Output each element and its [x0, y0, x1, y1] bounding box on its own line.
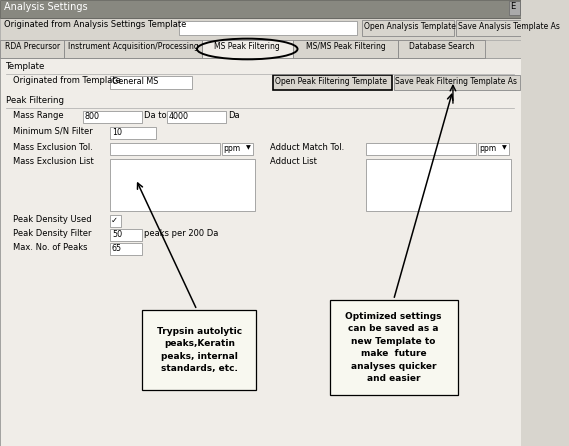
Bar [366, 143, 476, 155]
Text: 65: 65 [112, 244, 122, 253]
Bar [456, 20, 521, 36]
Bar [179, 21, 357, 35]
Text: Peak Filtering: Peak Filtering [6, 96, 64, 105]
Bar [110, 143, 220, 155]
Text: Instrument Acquisition/Processing: Instrument Acquisition/Processing [68, 42, 199, 51]
Text: Da to: Da to [144, 111, 167, 120]
Text: RDA Precursor: RDA Precursor [5, 42, 60, 51]
Text: Da: Da [228, 111, 240, 120]
Bar [167, 111, 226, 123]
Text: Adduct List: Adduct List [270, 157, 317, 166]
Text: Database Search: Database Search [409, 42, 474, 51]
Bar [329, 300, 457, 395]
Text: Originated from Analysis Settings Template: Originated from Analysis Settings Templa… [4, 20, 187, 29]
Text: Minimum S/N Filter: Minimum S/N Filter [13, 127, 93, 136]
Text: Originated from Template: Originated from Template [13, 76, 121, 85]
Bar [293, 40, 398, 58]
Text: 800: 800 [85, 112, 100, 121]
Bar [110, 243, 142, 255]
Text: MS/MS Peak Filtering: MS/MS Peak Filtering [306, 42, 385, 51]
Text: Trypsin autolytic
peaks,Keratin
peaks, internal
standards, etc.: Trypsin autolytic peaks,Keratin peaks, i… [156, 327, 242, 373]
Text: ▼: ▼ [246, 145, 251, 150]
Text: Save Analysis Template As: Save Analysis Template As [457, 22, 559, 31]
Bar [1, 40, 64, 58]
Text: Template: Template [6, 62, 46, 71]
Bar [83, 111, 142, 123]
Text: ppm: ppm [480, 144, 497, 153]
Bar [1, 0, 521, 18]
Bar [110, 215, 121, 227]
Bar [64, 40, 201, 58]
Bar [1, 18, 521, 40]
Bar [477, 143, 509, 155]
Text: 10: 10 [112, 128, 122, 137]
Bar [398, 40, 485, 58]
Text: Mass Exclusion List: Mass Exclusion List [13, 157, 94, 166]
Text: Open Analysis Template: Open Analysis Template [364, 22, 456, 31]
Text: Open Peak Filtering Template: Open Peak Filtering Template [275, 77, 387, 86]
Text: Optimized settings
can be saved as a
new Template to
make  future
analyses quick: Optimized settings can be saved as a new… [345, 312, 442, 383]
Text: General MS: General MS [112, 77, 158, 86]
Text: Adduct Match Tol.: Adduct Match Tol. [270, 143, 344, 152]
Text: Max. No. of Peaks: Max. No. of Peaks [13, 243, 88, 252]
Text: Mass Exclusion Tol.: Mass Exclusion Tol. [13, 143, 93, 152]
Bar [110, 159, 254, 211]
Text: 50: 50 [112, 230, 122, 239]
Text: ✓: ✓ [111, 216, 118, 225]
Text: peaks per 200 Da: peaks per 200 Da [144, 229, 218, 238]
Text: Analysis Settings: Analysis Settings [4, 2, 88, 12]
Bar [142, 310, 257, 390]
Bar [509, 1, 519, 15]
Text: 4000: 4000 [168, 112, 189, 121]
Bar [362, 20, 454, 36]
Bar [110, 229, 142, 241]
Bar [110, 76, 192, 89]
Text: ▼: ▼ [502, 145, 507, 150]
Bar [222, 143, 253, 155]
Text: E: E [510, 2, 516, 11]
Bar [273, 75, 391, 90]
Text: Peak Density Filter: Peak Density Filter [13, 229, 92, 238]
Bar [201, 40, 293, 58]
Text: ppm: ppm [224, 144, 241, 153]
Text: Save Peak Filtering Template As: Save Peak Filtering Template As [395, 77, 517, 86]
Text: Mass Range: Mass Range [13, 111, 64, 120]
Text: Peak Density Used: Peak Density Used [13, 215, 92, 224]
Bar [366, 159, 510, 211]
Bar [110, 127, 156, 139]
Bar [394, 75, 519, 90]
Text: MS Peak Filtering: MS Peak Filtering [215, 42, 280, 51]
Bar [1, 58, 521, 446]
